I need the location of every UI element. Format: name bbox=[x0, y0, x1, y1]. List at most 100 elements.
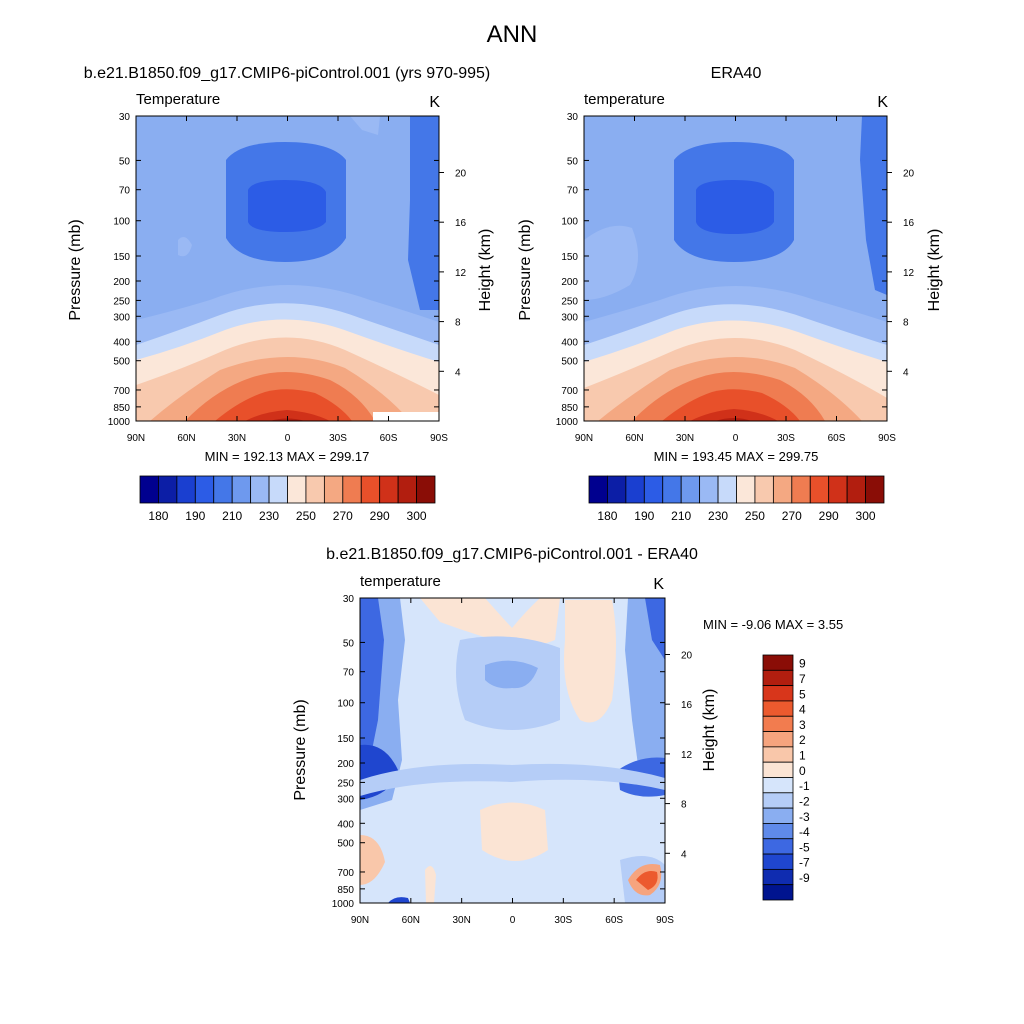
panel-model: b.e21.B1850.f09_g17.CMIP6-piControl.001 … bbox=[67, 65, 494, 523]
colorbar-box bbox=[762, 700, 794, 717]
y-tick-label: 70 bbox=[119, 186, 131, 197]
y-tick-label: 500 bbox=[561, 357, 578, 368]
y-tick-label: 100 bbox=[337, 699, 354, 710]
colorbar-box bbox=[717, 475, 737, 504]
fill-band-290 bbox=[662, 389, 800, 421]
x-tick-label: 30N bbox=[452, 915, 470, 926]
y-tick-label: 30 bbox=[567, 112, 579, 123]
y-tick-label: 300 bbox=[113, 312, 130, 323]
y-tick-label: 70 bbox=[567, 186, 579, 197]
y-right-tick-label: 8 bbox=[681, 800, 687, 811]
panel-model-colorbar: 180 190 210 230 250 270 290 300 bbox=[139, 475, 436, 523]
y-right-tick-label: 4 bbox=[681, 849, 687, 860]
colorbar-label: 1 bbox=[799, 749, 806, 763]
colorbar-label: 0 bbox=[799, 764, 806, 778]
colorbar-box bbox=[736, 475, 756, 504]
colorbar-box bbox=[194, 475, 215, 504]
fill-trop-cold-spot bbox=[485, 660, 538, 689]
colorbar-box bbox=[762, 685, 794, 702]
figure-title: ANN bbox=[487, 21, 538, 48]
x-tick-label: 30N bbox=[676, 433, 694, 444]
colorbar-box bbox=[762, 654, 794, 671]
fill-sh-low-warmest bbox=[636, 871, 658, 890]
x-tick-label: 60S bbox=[380, 433, 398, 444]
colorbar-label: 300 bbox=[856, 509, 876, 523]
colorbar-label: -9 bbox=[799, 871, 810, 885]
colorbar-box bbox=[762, 853, 794, 870]
colorbar-box bbox=[397, 475, 417, 504]
colorbar-box bbox=[625, 475, 645, 504]
y-right-tick-label: 4 bbox=[903, 367, 909, 378]
y-right-tick-label: 12 bbox=[455, 268, 467, 279]
panel-diff-colorbar: 975 432 10-1-2 -3-4-5 -7-9 bbox=[762, 654, 810, 901]
y-right-tick-label: 12 bbox=[681, 750, 693, 761]
panel-obs-contours bbox=[584, 116, 887, 421]
y-tick-label: 200 bbox=[337, 759, 354, 770]
fill-band-300 bbox=[715, 418, 752, 421]
colorbar-label: 230 bbox=[708, 509, 728, 523]
y-tick-label: 400 bbox=[113, 337, 130, 348]
colorbar-box bbox=[176, 475, 196, 504]
panel-obs-colorbar: 180 190 210 230 250 270 290 300 bbox=[588, 475, 885, 523]
colorbar-label: 250 bbox=[745, 509, 765, 523]
y-tick-label: 100 bbox=[561, 217, 578, 228]
x-tick-label: 90N bbox=[351, 915, 369, 926]
y-right-tick-label: 16 bbox=[681, 700, 693, 711]
y-tick-label: 150 bbox=[561, 252, 578, 263]
fill-trop-coldest bbox=[696, 180, 774, 234]
colorbar-box bbox=[762, 838, 794, 855]
fill-sh-polar bbox=[860, 116, 887, 295]
y-right-tick-label: 8 bbox=[903, 318, 909, 329]
y-tick-label: 850 bbox=[561, 403, 578, 414]
colorbar-label: 210 bbox=[671, 509, 691, 523]
panel-diff-title: b.e21.B1850.f09_g17.CMIP6-piControl.001 … bbox=[326, 546, 698, 563]
panel-model-left-string: Temperature bbox=[136, 91, 220, 108]
fill-nh-strat bbox=[136, 116, 190, 260]
x-tick-label: 30S bbox=[554, 915, 572, 926]
fill-band-295 bbox=[245, 410, 330, 421]
x-tick-label: 90N bbox=[575, 433, 593, 444]
x-tick-label: 60S bbox=[605, 915, 623, 926]
y-right-tick-label: 8 bbox=[455, 318, 461, 329]
panel-model-units: K bbox=[429, 94, 440, 111]
x-tick-label: 30N bbox=[228, 433, 246, 444]
colorbar-box bbox=[287, 475, 307, 504]
colorbar-label: -4 bbox=[799, 825, 810, 839]
colorbar-box bbox=[231, 475, 252, 504]
y-tick-label: 850 bbox=[337, 885, 354, 896]
colorbar-label: -1 bbox=[799, 779, 810, 793]
colorbar-box bbox=[865, 475, 885, 504]
colorbar-label: 3 bbox=[799, 718, 806, 732]
colorbar-label: 290 bbox=[819, 509, 839, 523]
y-tick-label: 700 bbox=[561, 386, 578, 397]
fill-subtropic-warm bbox=[480, 802, 548, 861]
colorbar-label: 4 bbox=[799, 703, 806, 717]
colorbar-box bbox=[846, 475, 866, 504]
panel-model-minmax: MIN = 192.13 MAX = 299.17 bbox=[205, 449, 370, 464]
panel-diff-ylabel-right: Height (km) bbox=[701, 689, 718, 772]
colorbar-box bbox=[680, 475, 701, 504]
y-tick-label: 400 bbox=[561, 337, 578, 348]
y-tick-label: 700 bbox=[113, 386, 130, 397]
colorbar-label: 230 bbox=[259, 509, 279, 523]
y-tick-label: 250 bbox=[337, 778, 354, 789]
colorbar-box bbox=[158, 475, 178, 504]
y-tick-label: 30 bbox=[343, 594, 355, 605]
colorbar-box bbox=[305, 475, 325, 504]
fill-nh-blob bbox=[178, 236, 192, 257]
fill-surface-warm bbox=[425, 866, 436, 903]
panel-model-ylabel: Pressure (mb) bbox=[67, 219, 84, 320]
colorbar-box bbox=[762, 746, 794, 763]
colorbar-label: 7 bbox=[799, 672, 806, 686]
colorbar-label: 5 bbox=[799, 687, 806, 701]
colorbar-box bbox=[828, 475, 848, 504]
colorbar-box bbox=[772, 475, 793, 504]
fill-sh-polar bbox=[408, 116, 439, 310]
panel-obs-axes: 30 50 70 100 150 200 250 300 400 500 700 850 1000 20 1… bbox=[556, 112, 915, 444]
colorbar-label: 290 bbox=[370, 509, 390, 523]
fill-nh-polar-cold bbox=[360, 598, 384, 770]
colorbar-label: 250 bbox=[296, 509, 316, 523]
colorbar-box bbox=[662, 475, 682, 504]
fill-nh-warm bbox=[584, 225, 639, 300]
